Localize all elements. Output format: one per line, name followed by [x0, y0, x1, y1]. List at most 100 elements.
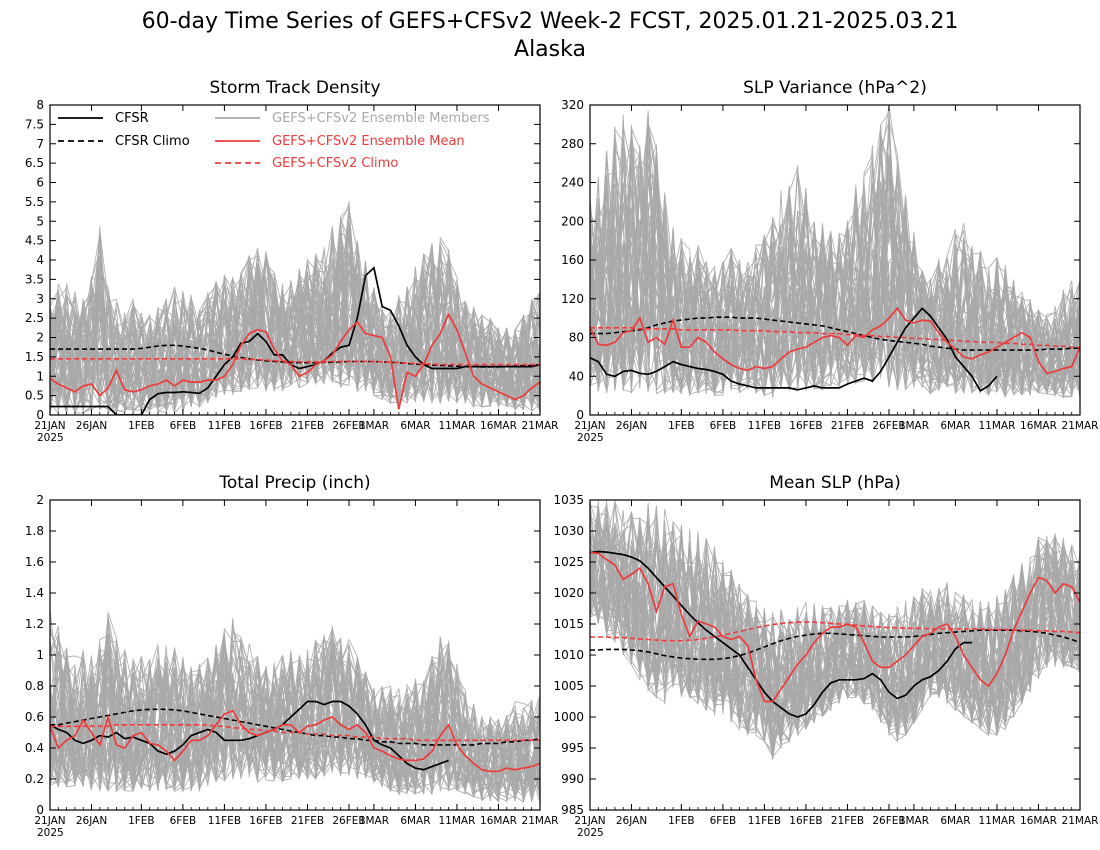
ensemble-member-line — [590, 504, 1080, 746]
y-tick-label: 3.5 — [25, 272, 44, 286]
x-tick-label: 11MAR — [978, 420, 1015, 432]
ensemble-member-line — [590, 128, 1080, 398]
y-tick-label: 1015 — [553, 617, 584, 631]
series-line-cfsr — [590, 550, 972, 718]
ensemble-member-line — [50, 634, 540, 802]
y-tick-label: 0.2 — [25, 772, 44, 786]
chart-panel-2: SLP Variance (hPa^2) 0 40 80 120 160 200 240 280… — [561, 78, 1098, 444]
x-tick-label: 6FEB — [170, 815, 197, 827]
x-tick-label: 16MAR — [1020, 815, 1057, 827]
ensemble-member-line — [590, 536, 1080, 728]
legend-label: GEFS+CFSv2 Ensemble Mean — [272, 134, 465, 149]
ensemble-member-line — [590, 520, 1080, 736]
y-tick-label: 5 — [36, 214, 44, 228]
x-tick-label: 21JAN — [34, 420, 65, 432]
x-tick-label: 26FEB — [332, 815, 365, 827]
series-line-gefs-cfsv2-climo — [590, 326, 1080, 349]
x-tick-label: 21FEB — [831, 420, 864, 432]
series-line-gefs-cfsv2-ensemble-mean — [590, 551, 1080, 703]
y-tick-label: 5.5 — [25, 195, 44, 209]
y-tick-label: 1025 — [553, 555, 584, 569]
figure-subtitle: Alaska — [514, 37, 586, 62]
y-tick-label: 0 — [36, 803, 44, 817]
series-line-cfsr — [50, 266, 540, 415]
ensemble-member-line — [590, 520, 1080, 729]
y-tick-label: 0.4 — [25, 741, 44, 755]
ensemble-member-line — [50, 643, 540, 802]
x-tick-label: 21MAR — [1062, 815, 1099, 827]
ensemble-member-line — [590, 150, 1080, 396]
panel-title: Total Precip (inch) — [218, 473, 370, 493]
chart-panel-4: Mean SLP (hPa) 985 990 995 1000 1005 1010 1015 1… — [553, 473, 1098, 839]
y-tick-label: 7 — [36, 137, 44, 151]
x-tick-label: 21FEB — [291, 815, 324, 827]
x-tick-label: 6MAR — [400, 815, 430, 827]
x-tick-label: 21JAN — [34, 815, 65, 827]
x-tick-label: 16MAR — [1020, 420, 1057, 432]
x-tick-label: 26FEB — [332, 420, 365, 432]
y-tick-label: 2 — [36, 331, 44, 345]
y-tick-label: 0.8 — [25, 679, 44, 693]
y-tick-label: 0.5 — [25, 389, 44, 403]
x-tick-label: 26FEB — [872, 420, 905, 432]
ensemble-members — [50, 200, 540, 415]
y-tick-label: 1.6 — [25, 555, 44, 569]
x-year-label: 2025 — [37, 432, 64, 444]
x-tick-label: 1FEB — [128, 815, 155, 827]
series-line-gefs-cfsv2-climo — [50, 723, 540, 742]
x-tick-label: 16MAR — [480, 815, 517, 827]
series-line-gefs-cfsv2-climo — [50, 357, 540, 366]
x-tick-label: 1MAR — [899, 420, 929, 432]
ensemble-member-line — [50, 631, 540, 792]
ensemble-member-line — [590, 509, 1080, 730]
x-tick-label: 6FEB — [170, 420, 197, 432]
x-tick-label: 26JAN — [616, 420, 647, 432]
x-year-label: 2025 — [37, 827, 64, 839]
x-tick-label: 21MAR — [522, 420, 559, 432]
x-tick-label: 16FEB — [789, 815, 822, 827]
y-tick-label: 1 — [36, 648, 44, 662]
x-tick-label: 21FEB — [291, 420, 324, 432]
x-tick-label: 16MAR — [480, 420, 517, 432]
x-tick-label: 26FEB — [872, 815, 905, 827]
y-tick-label: 1.2 — [25, 617, 44, 631]
ensemble-member-line — [590, 126, 1080, 394]
series-line-cfsr-climo — [50, 708, 540, 746]
legend-label: CFSR — [115, 111, 149, 126]
y-tick-label: 200 — [561, 214, 584, 228]
x-tick-label: 21FEB — [831, 815, 864, 827]
y-tick-label: 1020 — [553, 586, 584, 600]
y-tick-label: 1030 — [553, 524, 584, 538]
panel-title: Storm Track Density — [209, 78, 380, 98]
y-tick-label: 8 — [36, 98, 44, 112]
y-tick-label: 1035 — [553, 493, 584, 507]
x-tick-label: 26JAN — [76, 815, 107, 827]
x-tick-label: 1FEB — [668, 420, 695, 432]
y-tick-label: 995 — [561, 741, 584, 755]
x-tick-label: 21MAR — [1062, 420, 1099, 432]
ensemble-members — [590, 105, 1080, 399]
y-tick-label: 4 — [36, 253, 44, 267]
figure-title: 60-day Time Series of GEFS+CFSv2 Week-2 … — [142, 9, 959, 34]
x-tick-label: 1FEB — [128, 420, 155, 432]
panel-title: Mean SLP (hPa) — [769, 473, 901, 493]
y-tick-label: 280 — [561, 137, 584, 151]
x-tick-label: 1MAR — [899, 815, 929, 827]
ensemble-member-line — [590, 523, 1080, 757]
ensemble-member-line — [590, 175, 1080, 393]
y-tick-label: 1.4 — [25, 586, 44, 600]
y-tick-label: 0.6 — [25, 710, 44, 724]
y-tick-label: 1.8 — [25, 524, 44, 538]
x-tick-label: 16FEB — [789, 420, 822, 432]
y-tick-label: 7.5 — [25, 117, 44, 131]
x-tick-label: 16FEB — [249, 420, 282, 432]
chart-panels: Storm Track Density 0 0.5 1 1.5 2 2.5 3 3.5 4 4.5 5… — [25, 78, 1099, 839]
y-tick-label: 1010 — [553, 648, 584, 662]
x-tick-label: 11MAR — [978, 815, 1015, 827]
ensemble-member-line — [590, 500, 1080, 743]
x-tick-label: 11FEB — [208, 815, 241, 827]
ensemble-member-line — [590, 556, 1080, 760]
series-line-gefs-cfsv2-climo — [590, 621, 1080, 642]
ensemble-member-line — [50, 239, 540, 409]
